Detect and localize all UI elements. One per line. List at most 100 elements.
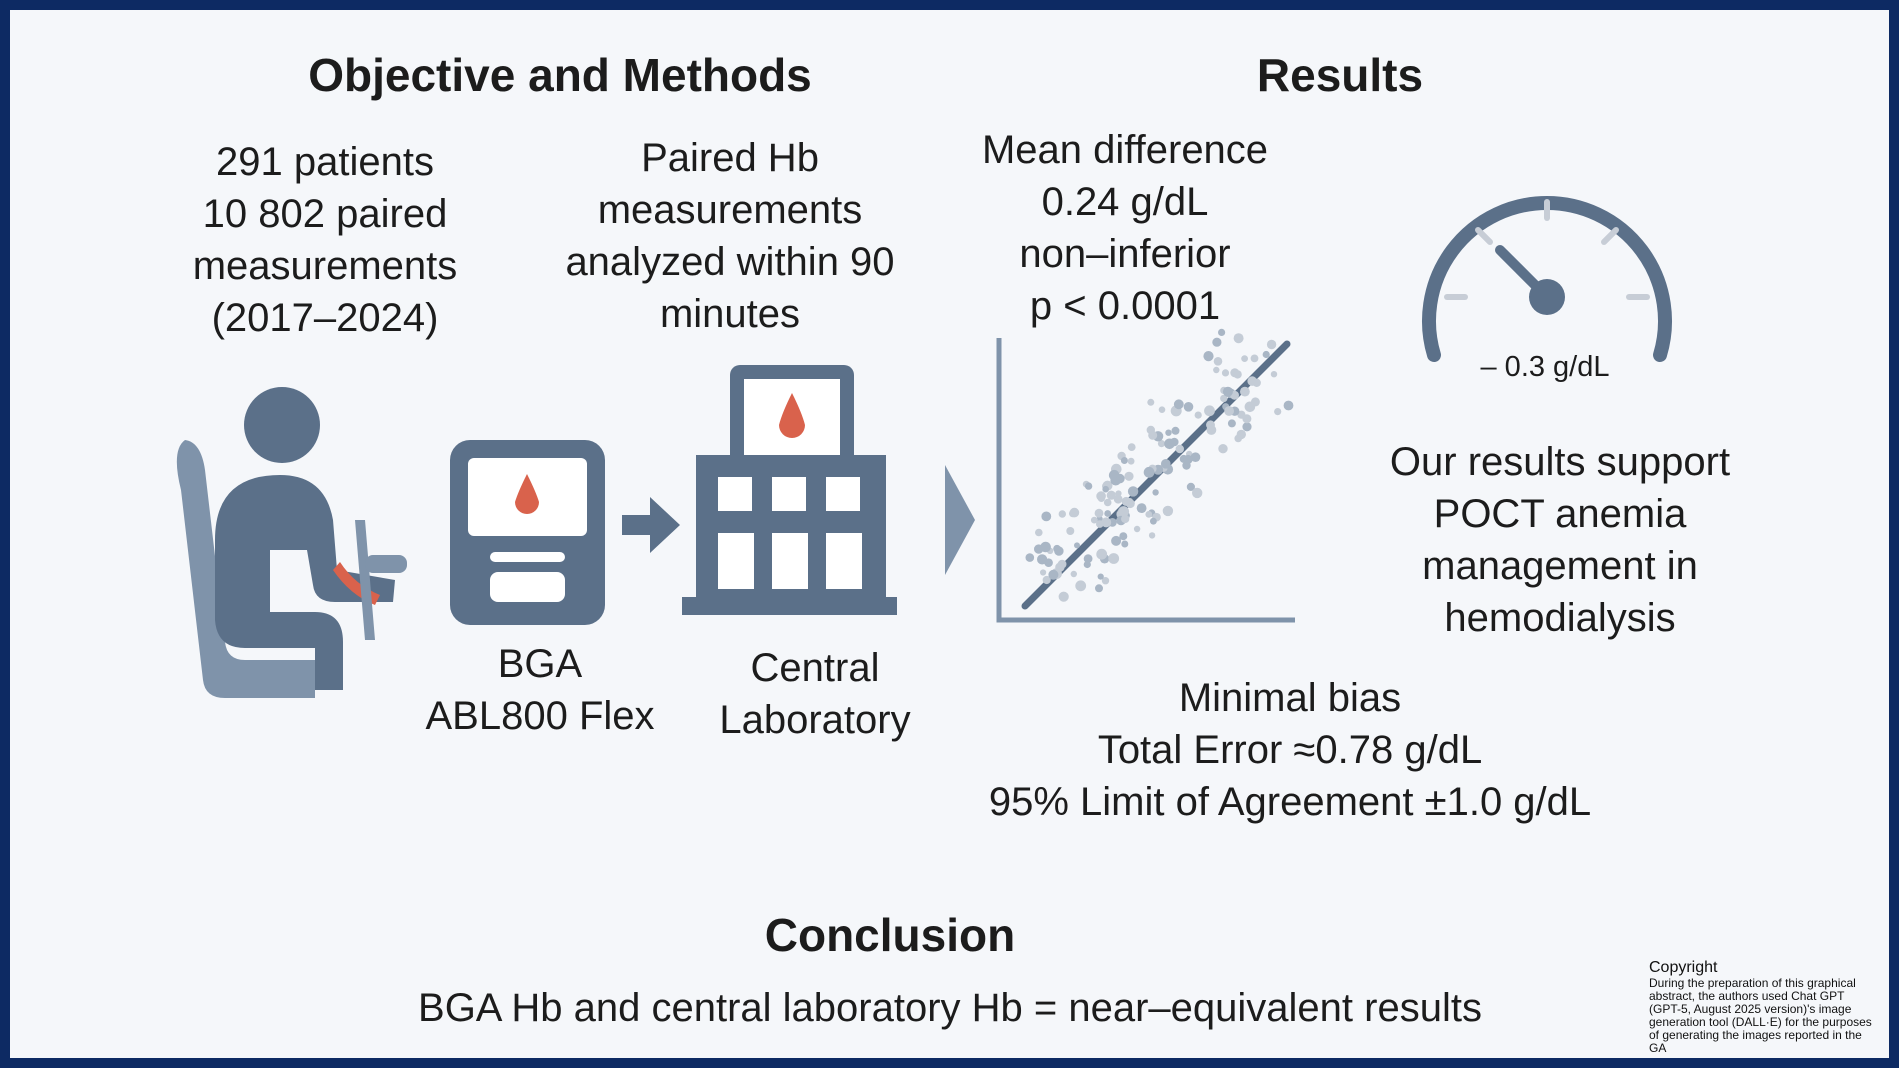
scatter-dot xyxy=(1095,584,1103,593)
scatter-dot xyxy=(1224,406,1234,416)
scatter-dot xyxy=(1127,486,1139,497)
scatter-dot xyxy=(1097,494,1105,502)
scatter-dot xyxy=(1262,350,1270,359)
bias-text: Minimal bias Total Error ≈0.78 g/dL 95% … xyxy=(988,676,1592,824)
patient-icon xyxy=(176,387,407,698)
scatter-dot xyxy=(1104,510,1112,517)
scatter-dot xyxy=(1037,554,1048,565)
conclusion-text: BGA Hb and central laboratory Hb = near–… xyxy=(418,986,1482,1030)
scatter-dot xyxy=(1194,411,1202,419)
scatter-dot xyxy=(1097,573,1104,580)
scatter-dot xyxy=(1146,425,1155,435)
scatter-dot xyxy=(1090,516,1098,524)
scatter-dot xyxy=(1204,405,1215,417)
scatter-dot xyxy=(1274,408,1282,416)
scatter-dot xyxy=(1125,499,1135,509)
scatter-dot xyxy=(1182,461,1191,470)
scatter-dot xyxy=(1252,378,1261,387)
scatter-dot xyxy=(1206,425,1217,435)
scatter-dot xyxy=(1233,370,1242,379)
scatter-dot xyxy=(1111,535,1122,546)
scatter-dot xyxy=(1266,339,1277,350)
scatter-dot xyxy=(1250,354,1259,363)
scatter-dot xyxy=(1242,422,1252,432)
scatter-dot xyxy=(1164,438,1175,450)
scatter-dot xyxy=(1058,591,1069,602)
scatter-plot-icon xyxy=(996,328,1295,623)
scatter-dot xyxy=(1040,541,1051,553)
bga-label: BGA ABL800 Flex xyxy=(425,642,655,738)
scatter-dot xyxy=(1070,570,1077,578)
scatter-dot xyxy=(1241,355,1248,362)
scatter-dot xyxy=(1042,575,1051,585)
scatter-dot xyxy=(1136,503,1147,513)
scatter-dot xyxy=(1101,517,1112,528)
bga-device-icon xyxy=(450,440,605,625)
graphical-abstract: Objective and Methods Results Conclusion… xyxy=(10,10,1889,1058)
scatter-dot xyxy=(1102,485,1109,493)
scatter-dot xyxy=(1220,394,1228,403)
scatter-dot xyxy=(1157,440,1166,448)
scatter-dot xyxy=(1108,553,1120,564)
scatter-dot xyxy=(1121,540,1129,548)
scatter-dot xyxy=(1161,459,1171,469)
scatter-dot xyxy=(1058,510,1066,518)
scatter-dot xyxy=(1162,505,1174,517)
scatter-dot xyxy=(1075,580,1087,592)
scatter-dot xyxy=(1069,507,1080,518)
patients-text: 291 patients 10 802 paired measurements … xyxy=(192,140,458,340)
scatter-dot xyxy=(1173,399,1184,410)
scatter-dot xyxy=(1055,562,1065,572)
scatter-dot xyxy=(1053,544,1061,553)
scatter-dot xyxy=(1213,366,1220,374)
copyright-text: During the preparation of this graphical… xyxy=(1649,976,1872,1055)
scatter-dot xyxy=(1147,398,1155,406)
scatter-dot xyxy=(1074,542,1080,549)
scatter-dot xyxy=(1186,482,1195,491)
scatter-dot xyxy=(1115,490,1122,497)
gauge-value: – 0.3 g/dL xyxy=(1480,351,1610,383)
scatter-dot xyxy=(1113,494,1123,504)
methods-title: Objective and Methods xyxy=(308,49,812,101)
scatter-dot xyxy=(1165,429,1172,436)
scatter-dot xyxy=(1283,400,1294,411)
chevron-right-icon xyxy=(945,465,975,575)
scatter-dot xyxy=(1218,444,1228,454)
results-title: Results xyxy=(1256,49,1424,101)
conclusion-title: Conclusion xyxy=(764,909,1016,961)
support-text: Our results support POCT anemia manageme… xyxy=(1389,440,1731,640)
scatter-dot xyxy=(1143,466,1155,478)
scatter-dot xyxy=(1227,419,1236,428)
scatter-dot xyxy=(1212,337,1222,347)
scatter-dot xyxy=(1244,401,1256,413)
gauge-icon xyxy=(1422,196,1672,362)
scatter-dot xyxy=(1175,444,1184,454)
scatter-dot xyxy=(1040,569,1047,576)
scatter-dot xyxy=(1119,532,1128,541)
scatter-dot xyxy=(1101,577,1110,585)
scatter-dot xyxy=(1221,369,1230,377)
scatter-dot xyxy=(1218,328,1226,336)
scatter-dot xyxy=(1213,357,1223,366)
scatter-dot xyxy=(1270,371,1278,378)
scatter-dot xyxy=(1148,532,1156,539)
scatter-dot xyxy=(1192,487,1203,499)
scatter-dot xyxy=(1145,511,1153,518)
scatter-dot xyxy=(1183,402,1194,412)
scatter-dot xyxy=(1083,560,1091,569)
scatter-dot xyxy=(1222,386,1233,397)
scatter-dot xyxy=(1203,351,1214,362)
scatter-dot xyxy=(1158,406,1166,413)
copyright-note: Copyright During the preparation of this… xyxy=(1649,959,1879,1055)
scatter-dot xyxy=(1133,525,1141,533)
scatter-dot xyxy=(1096,548,1108,560)
scatter-dot xyxy=(1083,554,1093,564)
copyright-title: Copyright xyxy=(1649,959,1718,976)
scatter-dot xyxy=(1127,457,1135,465)
mean-difference-text: Mean difference 0.24 g/dL non–inferior p… xyxy=(981,128,1269,328)
scatter-dot xyxy=(1236,429,1246,440)
scatter-dot xyxy=(1115,475,1123,484)
scatter-dot xyxy=(1118,506,1130,517)
scatter-dot xyxy=(1048,569,1059,580)
scatter-dot xyxy=(1121,514,1130,524)
